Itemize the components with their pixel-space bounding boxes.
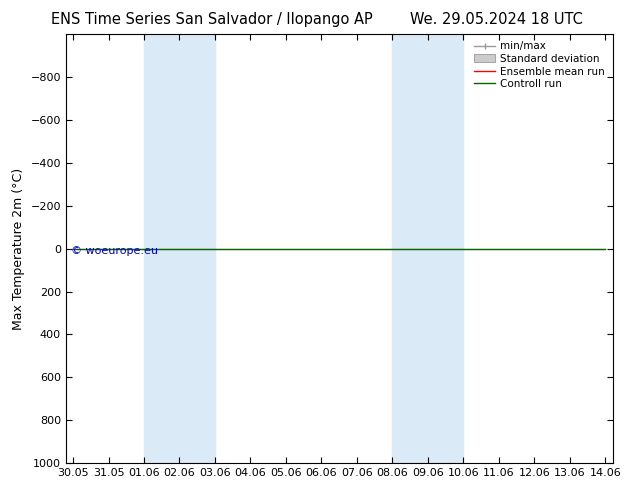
Y-axis label: Max Temperature 2m (°C): Max Temperature 2m (°C) <box>12 168 25 330</box>
Text: ENS Time Series San Salvador / Ilopango AP: ENS Time Series San Salvador / Ilopango … <box>51 12 372 27</box>
Bar <box>144 34 179 463</box>
Bar <box>428 34 463 463</box>
Text: © woeurope.eu: © woeurope.eu <box>72 246 158 256</box>
Bar <box>179 34 215 463</box>
Legend: min/max, Standard deviation, Ensemble mean run, Controll run: min/max, Standard deviation, Ensemble me… <box>472 39 607 91</box>
Text: We. 29.05.2024 18 UTC: We. 29.05.2024 18 UTC <box>410 12 583 27</box>
Bar <box>392 34 428 463</box>
